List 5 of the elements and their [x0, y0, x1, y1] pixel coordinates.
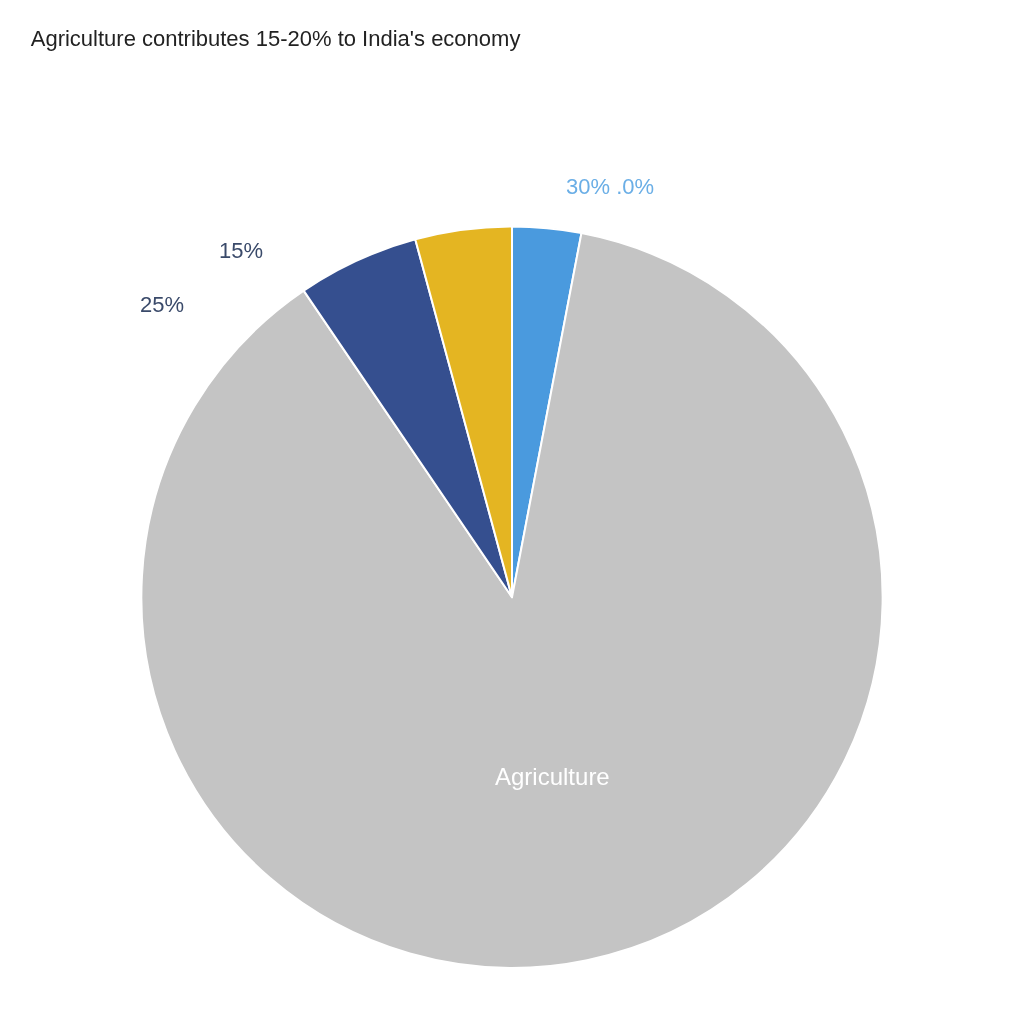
chart-title: Agriculture contributes 15-20% to India's economy [30, 26, 521, 52]
slice-label: Agriculture [495, 763, 610, 790]
text: 30% .0% [566, 174, 655, 199]
text: 25% [140, 292, 185, 317]
text: 15% [219, 238, 264, 263]
